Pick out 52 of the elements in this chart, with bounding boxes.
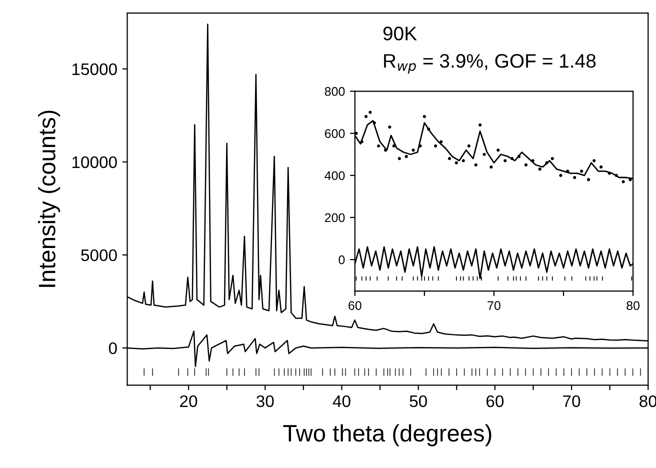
point	[538, 168, 542, 171]
point	[592, 159, 596, 162]
x-tick-label: 70	[563, 395, 580, 408]
y-tick-label: 10000	[72, 156, 117, 168]
point	[600, 165, 603, 169]
x-tick-label: 60	[348, 301, 362, 310]
point	[398, 157, 401, 160]
point	[448, 157, 452, 160]
point	[482, 152, 486, 156]
x-tick-label: 30	[256, 395, 274, 408]
point	[462, 159, 465, 162]
x-tick-label: 60	[486, 395, 504, 408]
point	[368, 110, 372, 114]
point	[504, 159, 507, 162]
x-tick-label: 20	[180, 395, 198, 408]
point	[586, 178, 590, 182]
x-axis-title: Two theta (degrees)	[283, 424, 492, 446]
point	[573, 176, 576, 180]
point	[434, 144, 438, 148]
point	[422, 114, 426, 118]
point	[524, 163, 528, 166]
y-tick-label: 15000	[72, 63, 117, 76]
point	[478, 123, 482, 126]
point	[496, 148, 500, 152]
point	[559, 174, 562, 177]
point	[467, 144, 470, 148]
point	[364, 114, 368, 118]
y-tick-label: 0	[108, 342, 117, 354]
x-tick-label: 80	[626, 301, 640, 310]
y-tick-label: 800	[324, 87, 345, 96]
annotation: 90K	[383, 26, 417, 40]
point	[388, 125, 392, 129]
x-tick-label: 50	[410, 395, 427, 408]
point	[490, 165, 493, 169]
point	[412, 148, 415, 152]
y-tick-label: 0	[338, 255, 345, 264]
point	[376, 144, 380, 148]
point	[580, 170, 584, 173]
y-tick-label: 400	[324, 171, 345, 180]
point	[550, 157, 554, 160]
annotation: R$_{wp}$ = 3.9%, GOF = 1.48	[384, 54, 596, 74]
y-tick-label: 600	[324, 129, 345, 138]
point	[404, 154, 408, 158]
y-axis-title: Intensity (counts)	[38, 110, 60, 287]
point	[622, 180, 625, 184]
x-tick-label: 40	[332, 395, 350, 408]
x-tick-label: 70	[488, 301, 500, 310]
point	[440, 140, 443, 144]
y-tick-label: 5000	[81, 249, 117, 262]
point	[454, 161, 458, 164]
point	[474, 163, 478, 166]
y-tick-label: 200	[324, 213, 345, 222]
